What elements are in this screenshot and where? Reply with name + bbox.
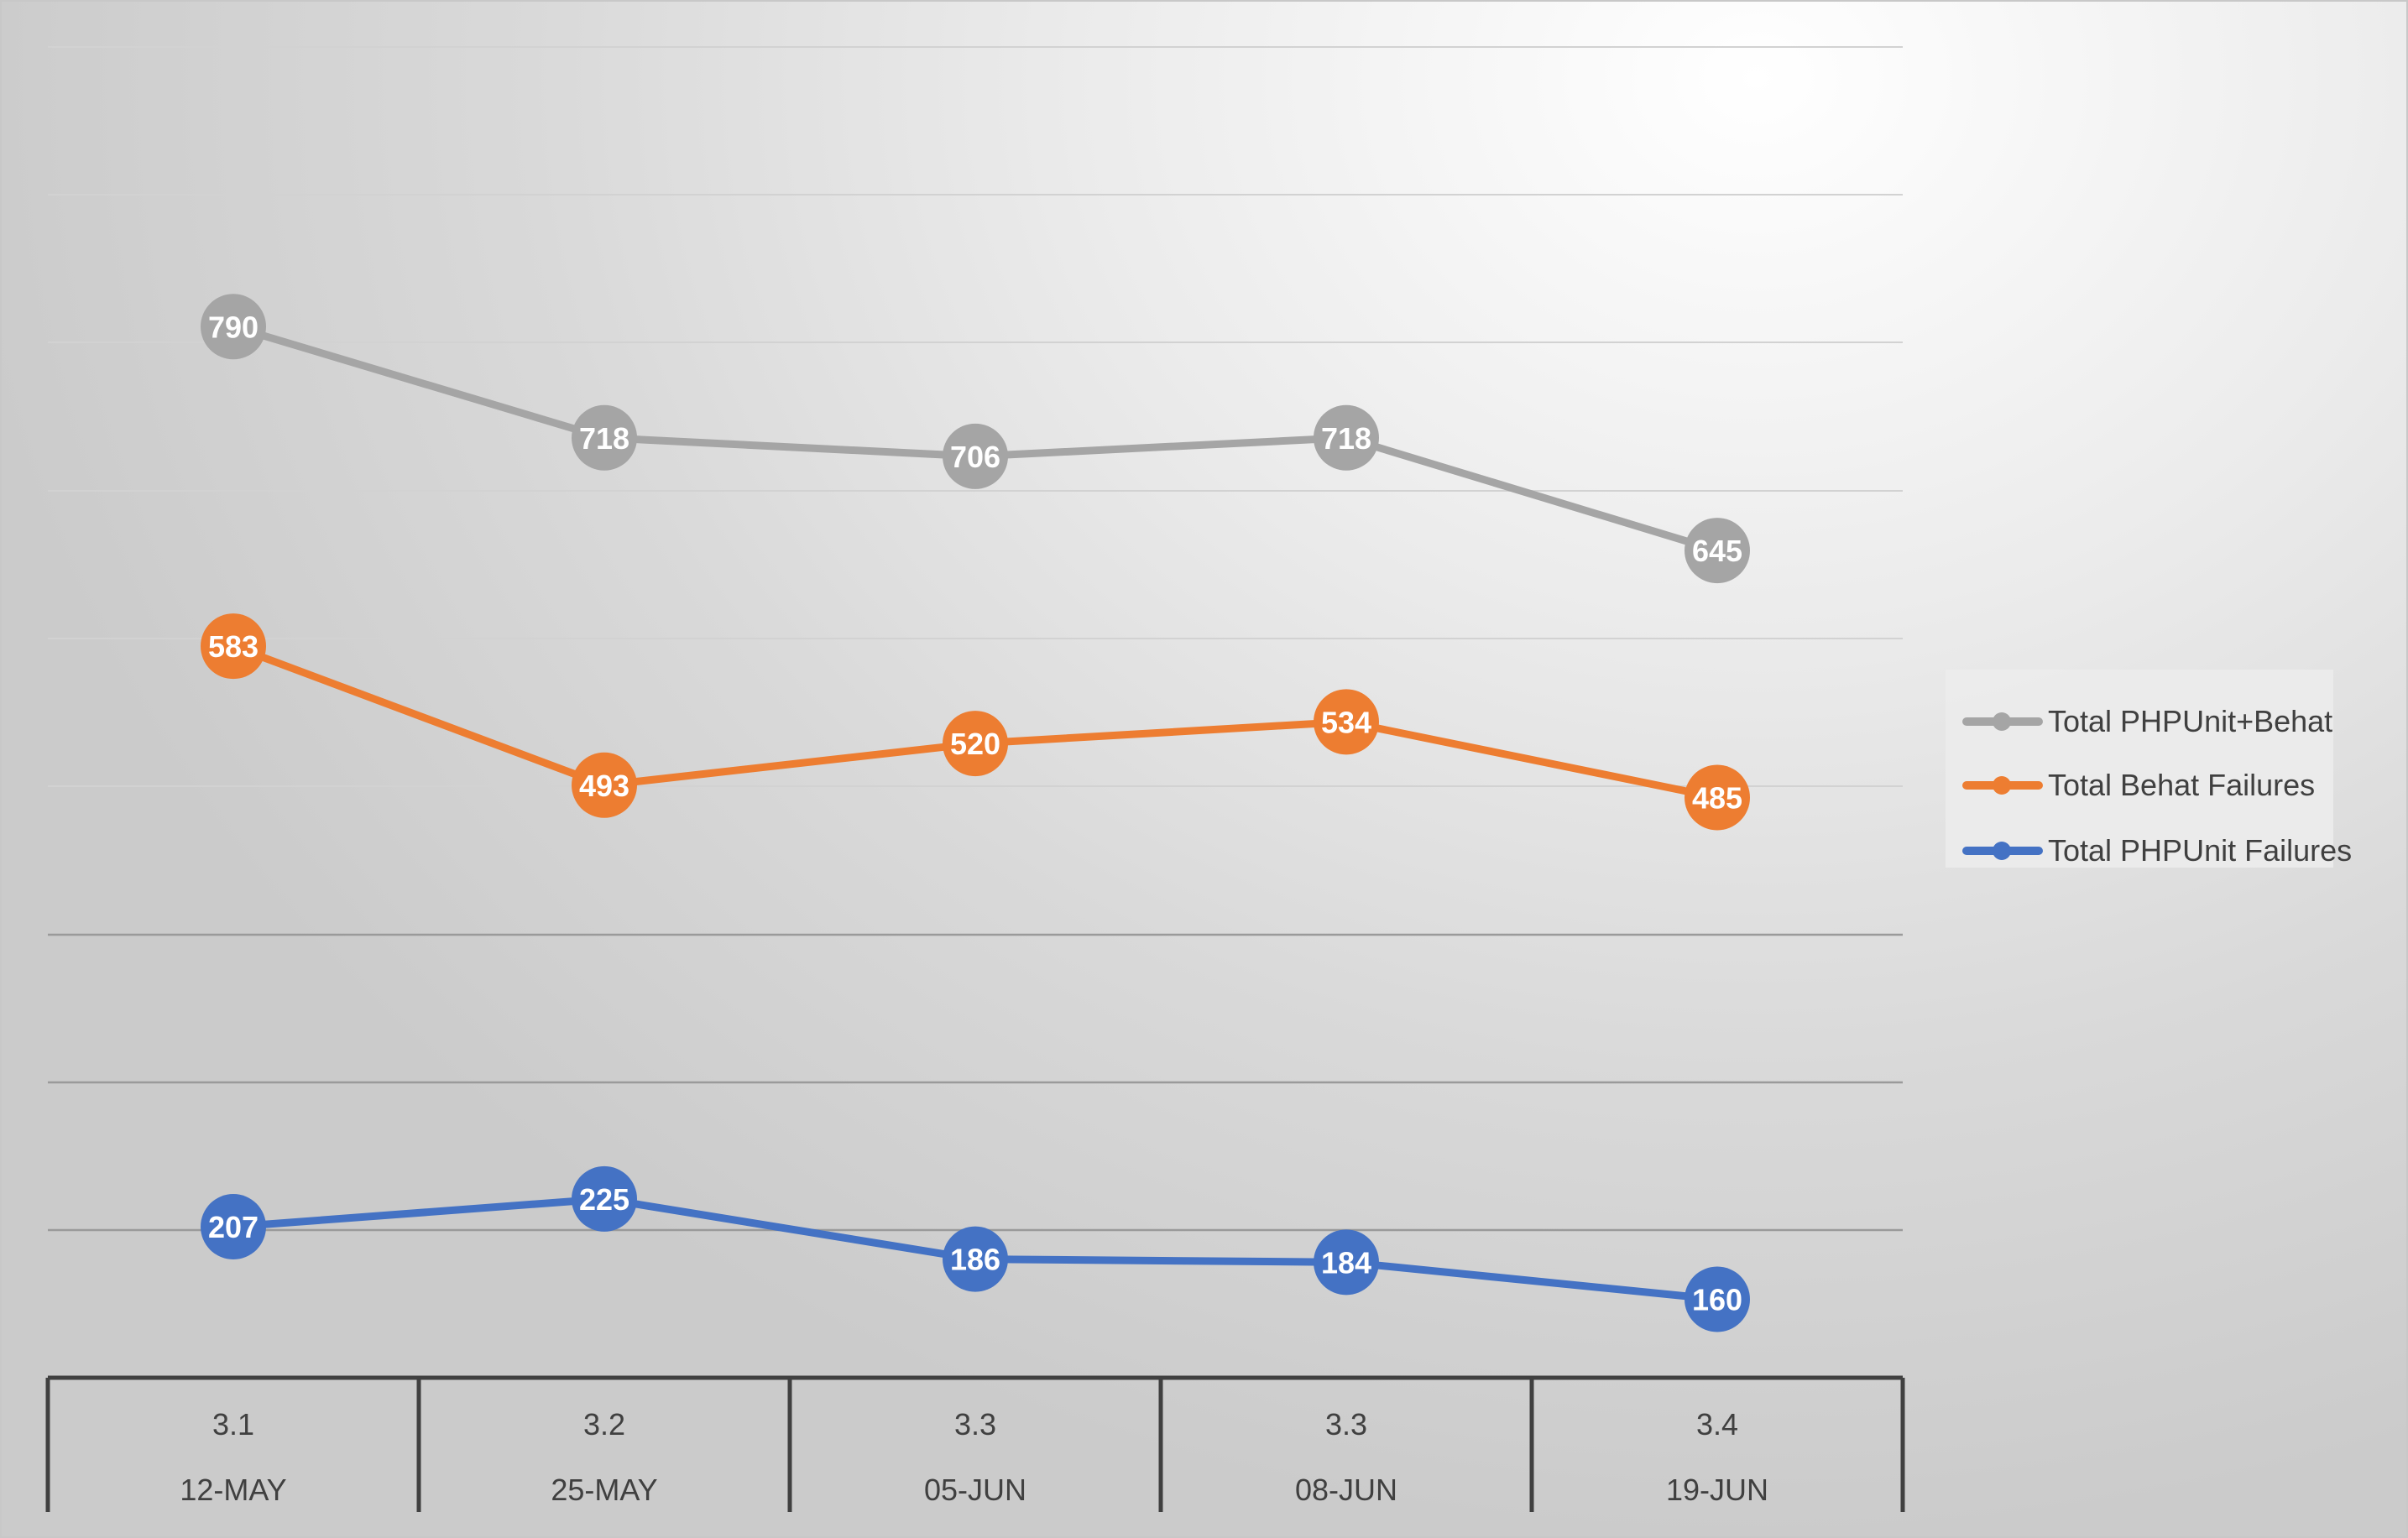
legend-item-total-phpunit-failures: Total PHPUnit Failures [1962,826,2352,876]
series-lines: 790 718 706 718 645 583 493 520 534 485 207 225 186 1… [201,294,1750,1332]
tick-label-date: 12-MAY [180,1473,286,1507]
series-1: 583 493 520 534 485 [201,613,1750,831]
data-label: 225 [579,1182,629,1217]
data-point [1685,518,1750,584]
tick-label-version: 3.4 [1696,1407,1738,1442]
data-point [201,294,266,360]
legend-label: Total PHPUnit Failures [2048,833,2353,868]
data-label: 790 [208,310,259,344]
data-label: 160 [1692,1282,1742,1316]
data-label: 184 [1321,1245,1371,1280]
tick-label-date: 05-JUN [924,1473,1026,1507]
legend-item-total-behat-failures: Total Behat Failures [1962,760,2315,811]
category-axis: 3.1 12-MAY 3.2 25-MAY 3.3 05-JUN 3.3 08-JUN 3.4 1… [45,1375,1905,1512]
data-label: 718 [579,421,629,456]
tick-label-version: 3.3 [954,1407,996,1442]
gridlines [48,46,1903,1232]
data-label: 493 [579,769,629,803]
legend-swatch-gray [1962,712,2043,731]
data-label: 534 [1321,705,1371,739]
data-point [943,1226,1008,1292]
legend-label: Total PHPUnit+Behat [2048,704,2333,738]
data-point [572,1165,637,1232]
data-label: 645 [1692,534,1742,568]
data-label: 520 [950,727,1000,761]
series-0: 790 718 706 718 645 [201,294,1750,584]
data-label: 485 [1692,780,1742,815]
data-point [201,1194,266,1259]
data-label: 583 [208,629,259,664]
data-point [201,613,266,680]
tick-label-version: 3.3 [1325,1407,1367,1442]
tick-label-version: 3.2 [583,1407,625,1442]
legend: Total PHPUnit+Behat Total Behat Failures… [1946,670,2352,868]
data-label: 706 [950,440,1000,474]
data-point [572,752,637,818]
data-label: 186 [950,1243,1000,1277]
series-2: 207 225 186 184 160 [201,1165,1750,1332]
tick-label-date: 08-JUN [1295,1473,1397,1507]
data-point [1685,764,1750,831]
data-point [943,711,1008,777]
tick-label-date: 19-JUN [1666,1473,1768,1507]
legend-label: Total Behat Failures [2048,768,2316,802]
data-point [1685,1266,1750,1332]
data-point [1314,689,1379,755]
data-point [943,423,1008,489]
data-point [572,404,637,471]
data-point [1314,404,1379,471]
legend-swatch-blue [1962,842,2043,860]
legend-item-total-phpunit-behat: Total PHPUnit+Behat [1962,696,2332,747]
data-label: 207 [208,1210,259,1244]
legend-swatch-orange [1962,776,2043,795]
data-point [1314,1229,1379,1296]
tick-label-date: 25-MAY [551,1473,657,1507]
data-label: 718 [1321,421,1371,456]
tick-label-version: 3.1 [212,1407,254,1442]
